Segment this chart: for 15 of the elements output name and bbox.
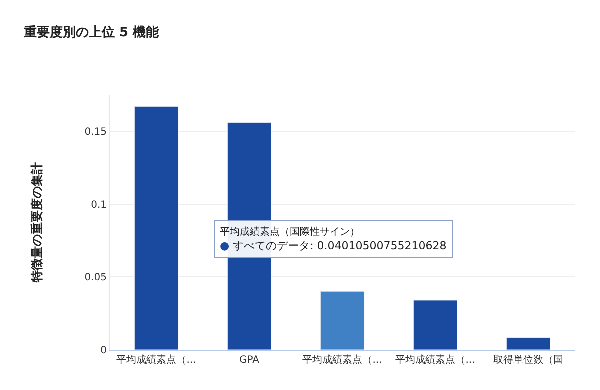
x-tick-label: GPA (240, 355, 260, 366)
bar (506, 338, 551, 350)
x-tick-label: 取得単位数（国 (494, 354, 564, 366)
x-tick-label: 平均成績素点（... (302, 354, 382, 366)
y-tick-label: 0.05 (84, 272, 107, 284)
bar (413, 300, 458, 350)
chart-title: 重要度別の上位 5 機能 (23, 24, 160, 40)
y-tick-label: 0.15 (84, 126, 107, 138)
bar (320, 291, 365, 350)
y-tick-label: 0.1 (91, 200, 107, 211)
y-axis-title: 特徴量の重要度の集計 (30, 162, 44, 284)
annotation: 平均成績素点（国際性サイン） ● すべてのデータ: 0.04010500755210628 (220, 226, 447, 252)
y-tick-label: 0 (100, 346, 107, 356)
x-tick-label: 平均成績素点（... (116, 354, 196, 366)
x-tick-label: 平均成績素点（... (396, 354, 476, 366)
